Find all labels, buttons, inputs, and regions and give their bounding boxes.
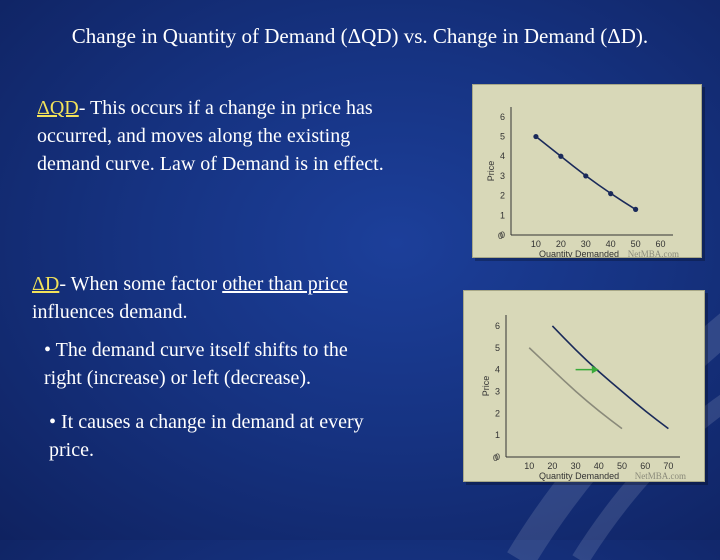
chart1-x-tick-label: 60 xyxy=(656,239,666,249)
chart2-x-axis-title: Quantity Demanded xyxy=(539,471,619,481)
chart2-x-tick-label: 10 xyxy=(524,461,534,471)
chart1-series-0-point xyxy=(533,133,539,140)
chart1-series-0-point xyxy=(608,191,614,197)
qd-term: ΔQD xyxy=(37,97,79,119)
d-line1: ΔD- When some factor other than price xyxy=(32,270,348,298)
chart1-series-0-point xyxy=(583,173,589,179)
qd-line3: demand curve. Law of Demand is in effect… xyxy=(37,153,384,175)
chart1-x-axis-title: Quantity Demanded xyxy=(539,249,619,257)
d-line1-pre: - When some factor xyxy=(59,273,223,295)
chart1-watermark: NetMBA.com xyxy=(628,249,679,257)
d-term: ΔD xyxy=(32,273,60,295)
chart1-series-0-point xyxy=(558,153,564,159)
slide-title: Change in Quantity of Demand (ΔQD) vs. C… xyxy=(71,24,649,48)
chart2-y-tick-label: 1 xyxy=(495,430,500,440)
chart2-y-tick-label: 4 xyxy=(495,365,500,375)
chart2-y-tick-label: 2 xyxy=(495,408,500,418)
chart2-x-tick-label: 0 xyxy=(493,453,498,463)
chart1-y-tick-label: 1 xyxy=(500,210,505,220)
chart1-y-tick-label: 0 xyxy=(500,230,505,240)
chart1-x-tick-label: 40 xyxy=(606,239,616,249)
d-definition: ΔD- When some factor other than price in… xyxy=(32,270,348,326)
chart2-x-tick-label: 60 xyxy=(640,461,650,471)
chart1-y-tick-label: 4 xyxy=(500,151,505,161)
chart2-series-0-line xyxy=(528,347,623,430)
bullet-every-price-line2: price. xyxy=(49,439,94,461)
bullet-shift-line1: • The demand curve itself shifts to the xyxy=(44,339,348,361)
chart2-y-tick-label: 6 xyxy=(495,321,500,331)
d-line1-underlined: other than price xyxy=(222,273,348,295)
chart2-x-tick-label: 70 xyxy=(663,461,673,471)
d-line2: influences demand. xyxy=(32,301,188,323)
chart1-series-0-point xyxy=(633,206,639,212)
chart2-x-tick-label: 40 xyxy=(594,461,604,471)
chart1-x-tick-label: 0 xyxy=(498,231,503,241)
chart2-shift-arrow-head xyxy=(591,365,599,374)
chart1-x-tick-label: 30 xyxy=(581,239,591,249)
bullet-every-price-line1: • It causes a change in demand at every xyxy=(49,411,364,433)
chart1-y-tick-label: 2 xyxy=(500,191,505,201)
chart1-series-0-line xyxy=(535,135,637,211)
chart2-x-tick-label: 50 xyxy=(617,461,627,471)
qd-line1-rest: - This occurs if a change in price has xyxy=(78,97,373,119)
chart1-x-tick-label: 10 xyxy=(531,239,541,249)
chart1-x-tick-label: 20 xyxy=(556,239,566,249)
qd-line2: occurred, and moves along the existing xyxy=(37,125,351,147)
chart1-y-tick-label: 5 xyxy=(500,132,505,142)
chart1-y-tick-label: 3 xyxy=(500,171,505,181)
bullet-shift: • The demand curve itself shifts to the … xyxy=(44,336,348,392)
chart-quantity-demanded: 0 1 2 3 4 5 6 0 10 20 30 40 50 60 Quantity Demanded Pri… xyxy=(472,84,702,258)
chart2-watermark: NetMBA.com xyxy=(635,471,686,481)
chart2-x-tick-label: 20 xyxy=(547,461,557,471)
bullet-every-price: • It causes a change in demand at every … xyxy=(49,408,364,464)
chart2-y-tick-label: 3 xyxy=(495,386,500,396)
chart2-series-1-line xyxy=(551,325,669,430)
chart1-y-axis-title: Price xyxy=(486,161,496,182)
qd-definition: ΔQD- This occurs if a change in price ha… xyxy=(37,94,384,178)
chart2-y-tick-label: 0 xyxy=(495,452,500,462)
chart-demand-shift: 0 1 2 3 4 5 6 0 10 20 30 40 50 60 70 Quantity Demanded P… xyxy=(463,290,705,482)
chart2-y-axis-title: Price xyxy=(481,376,491,397)
qd-line1: ΔQD- This occurs if a change in price ha… xyxy=(37,94,384,122)
chart2-x-tick-label: 30 xyxy=(571,461,581,471)
chart1-y-tick-label: 6 xyxy=(500,112,505,122)
chart2-y-tick-label: 5 xyxy=(495,343,500,353)
bullet-shift-line2: right (increase) or left (decrease). xyxy=(44,367,312,389)
chart1-x-tick-label: 50 xyxy=(631,239,641,249)
